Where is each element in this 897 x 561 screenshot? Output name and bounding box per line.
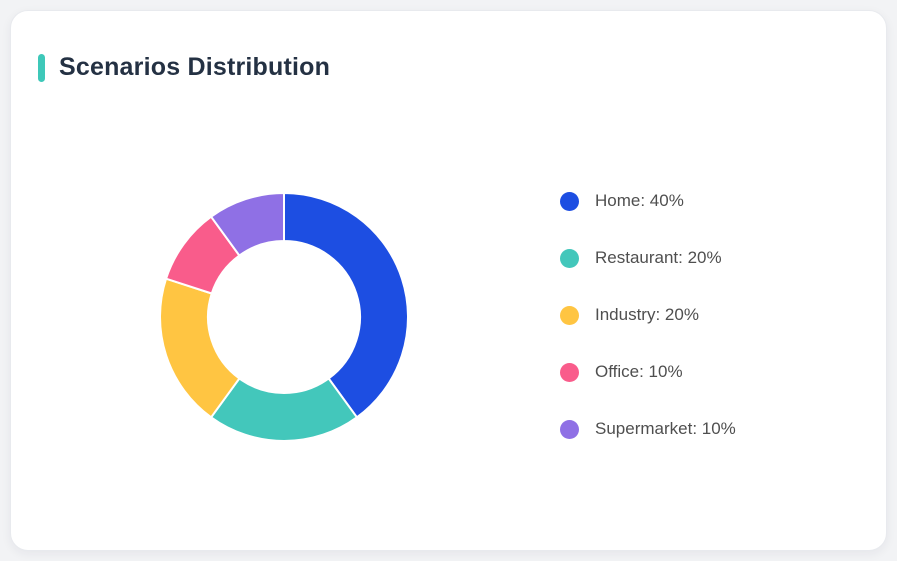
legend-label: Industry: 20% — [595, 305, 699, 324]
legend-dot-home — [560, 191, 579, 211]
legend-label: Office: 10% — [595, 362, 683, 381]
legend-dot-office — [560, 362, 579, 382]
donut-segment-supermarket[interactable] — [210, 192, 285, 257]
legend-dot-supermarket — [560, 419, 579, 439]
legend-label: Supermarket: 10% — [595, 419, 736, 438]
legend-item-industry[interactable]: Industry: 20% — [560, 301, 736, 329]
legend-label: Home: 40% — [595, 191, 684, 210]
legend-dot-restaurant — [560, 248, 579, 268]
donut-chart — [159, 192, 409, 442]
legend-item-office[interactable]: Office: 10% — [560, 358, 736, 386]
donut-segment-industry[interactable] — [159, 277, 241, 419]
legend-label: Restaurant: 20% — [595, 248, 722, 267]
legend-dot-industry — [560, 305, 579, 325]
chart-area: Home: 40% Restaurant: 20% Industry: 20% Off… — [11, 11, 888, 552]
donut-segment-home[interactable] — [283, 192, 409, 419]
legend-item-supermarket[interactable]: Supermarket: 10% — [560, 415, 736, 443]
chart-legend: Home: 40% Restaurant: 20% Industry: 20% Off… — [560, 187, 736, 472]
title-accent-bar — [38, 53, 45, 82]
card-title: Scenarios Distribution — [59, 53, 331, 81]
card-header: Scenarios Distribution — [38, 53, 330, 82]
scenarios-distribution-card: Scenarios Distribution Home: 40% Restaura… — [10, 10, 887, 551]
legend-item-restaurant[interactable]: Restaurant: 20% — [560, 244, 736, 272]
legend-item-home[interactable]: Home: 40% — [560, 187, 736, 215]
